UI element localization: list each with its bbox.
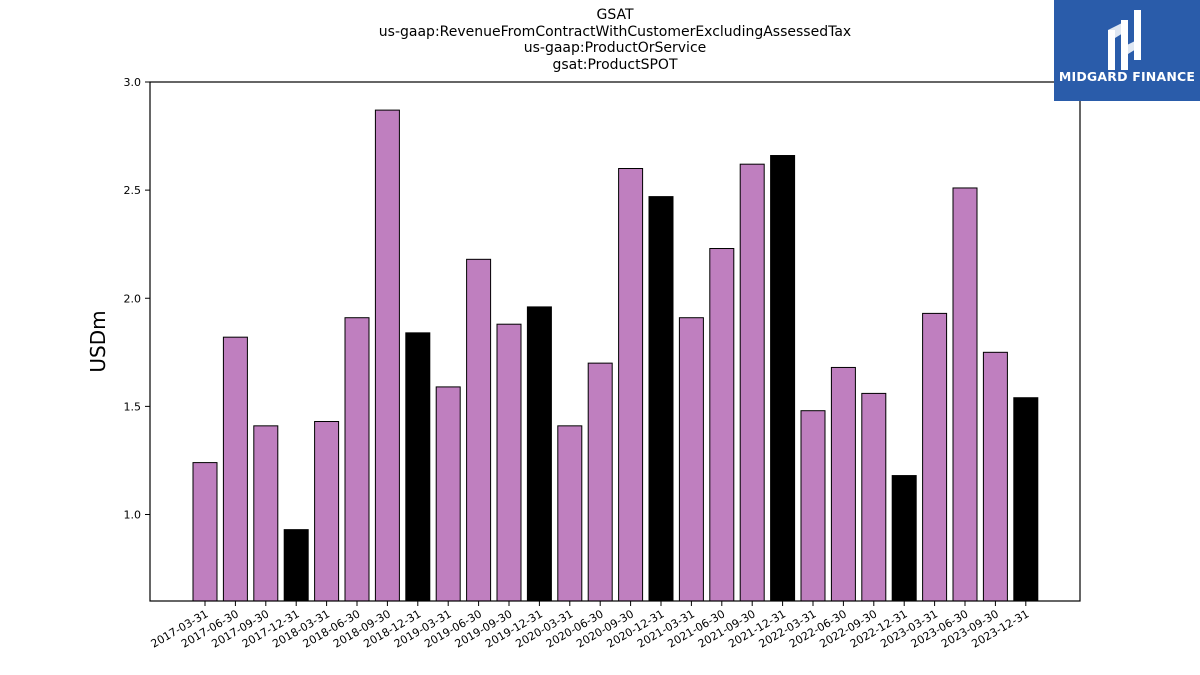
bar [466, 258, 492, 602]
bar [374, 109, 400, 602]
bar [253, 425, 279, 602]
bar [222, 336, 248, 602]
y-tick-label: 2.5 [124, 184, 142, 197]
bar [830, 366, 856, 602]
bar [982, 351, 1008, 602]
bar [891, 475, 917, 602]
bar [709, 248, 735, 602]
title-member: gsat:ProductSPOT [552, 57, 678, 73]
bar [192, 462, 218, 602]
bar [496, 323, 522, 602]
y-tick-label: 2.0 [124, 292, 142, 305]
bar [861, 392, 887, 602]
bar [800, 410, 826, 602]
bar [526, 306, 552, 602]
bar [283, 529, 309, 602]
bar [405, 332, 431, 602]
y-axis-label: USDm [86, 310, 110, 372]
bar [344, 317, 370, 602]
title-ticker: GSAT [596, 7, 634, 23]
title-concept: us-gaap:RevenueFromContractWithCustomerE… [378, 24, 852, 40]
bar [618, 168, 644, 602]
y-tick-label: 1.0 [124, 509, 142, 522]
y-tick-label: 3.0 [124, 76, 142, 89]
bar [648, 196, 674, 602]
title-axis: us-gaap:ProductOrService [523, 40, 707, 56]
midgard-logo: MIDGARD FINANCE [1054, 0, 1200, 101]
bar [314, 421, 340, 602]
plot-frame [149, 81, 1081, 602]
bar [587, 362, 613, 602]
bar [739, 163, 765, 602]
bar [557, 425, 583, 602]
bar [952, 187, 978, 602]
y-tick-label: 1.5 [124, 400, 142, 413]
logo-text: MIDGARD FINANCE [1058, 69, 1196, 84]
bar [1013, 397, 1039, 602]
bar [678, 317, 704, 602]
midgard-logo-icon [1108, 10, 1141, 70]
bar [922, 312, 948, 602]
bar [435, 386, 461, 602]
bar [770, 155, 796, 602]
